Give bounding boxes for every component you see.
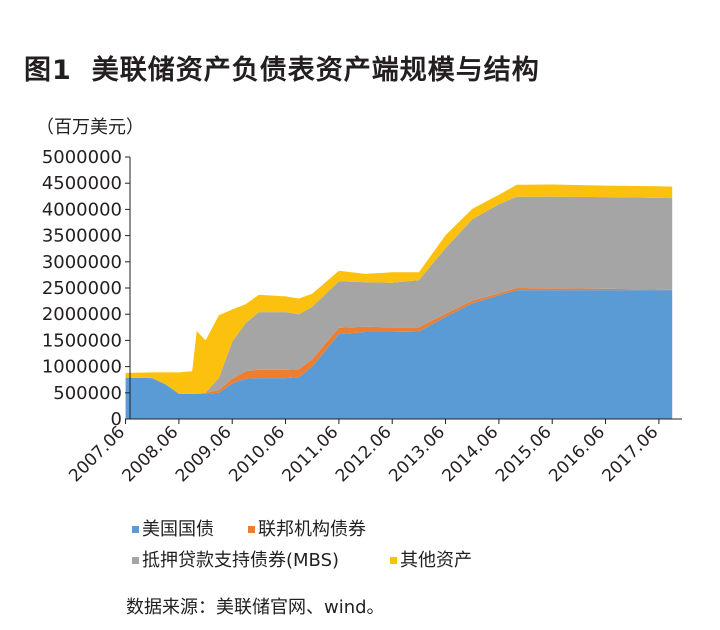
y-tick-label: 3500000 (42, 226, 122, 247)
x-axis-ticks: 2007.062008.062009.062010.062011.062012.… (65, 419, 662, 486)
y-axis-ticks: 5000000450000040000003500000300000025000… (42, 147, 130, 430)
y-tick-label: 4000000 (42, 199, 122, 220)
y-tick-label: 0 (111, 409, 122, 430)
legend-swatch-treasury (132, 526, 139, 533)
x-tick-label: 2012.06 (332, 422, 396, 486)
y-tick-label: 1500000 (42, 330, 122, 351)
area-series-treasury (125, 290, 673, 419)
x-tick-label: 2011.06 (279, 422, 343, 486)
figure-title: 美联储资产负债表资产端规模与结构 (91, 55, 540, 86)
y-tick-label: 4500000 (42, 173, 122, 194)
legend-swatch-other (390, 557, 397, 564)
y-tick-label: 5000000 (42, 147, 122, 168)
x-tick-label: 2014.06 (439, 422, 503, 486)
x-tick-label: 2010.06 (225, 422, 289, 486)
area-series-mbs (125, 196, 673, 394)
y-tick-label: 3000000 (42, 252, 122, 273)
data-source-note: 数据来源：美联储官网、wind。 (126, 597, 385, 618)
y-tick-label: 2500000 (42, 278, 122, 299)
legend-swatch-mbs (132, 557, 139, 564)
x-tick-label: 2008.06 (119, 422, 183, 486)
y-tick-label: 1000000 (42, 357, 122, 378)
area-series-group (125, 184, 673, 419)
legend-swatch-agency (248, 526, 255, 533)
area-series-other (125, 184, 673, 394)
legend-label-agency: 联邦机构债券 (258, 519, 366, 540)
y-axis-unit-label: （百万美元） (36, 117, 144, 138)
legend-label-treasury: 美国国债 (142, 519, 214, 540)
y-tick-label: 500000 (53, 383, 122, 404)
legend-label-mbs: 抵押贷款支持债券(MBS) (142, 550, 339, 571)
x-tick-label: 2007.06 (65, 422, 129, 486)
x-tick-label: 2009.06 (172, 422, 236, 486)
x-tick-label: 2016.06 (545, 422, 609, 486)
chart-title: 图1 美联储资产负债表资产端规模与结构 (24, 48, 540, 87)
x-tick-label: 2015.06 (492, 422, 556, 486)
y-tick-label: 2000000 (42, 304, 122, 325)
x-tick-label: 2017.06 (599, 422, 663, 486)
legend-label-other: 其他资产 (400, 550, 472, 571)
x-tick-label: 2013.06 (385, 422, 449, 486)
figure-number: 图1 (24, 55, 72, 86)
